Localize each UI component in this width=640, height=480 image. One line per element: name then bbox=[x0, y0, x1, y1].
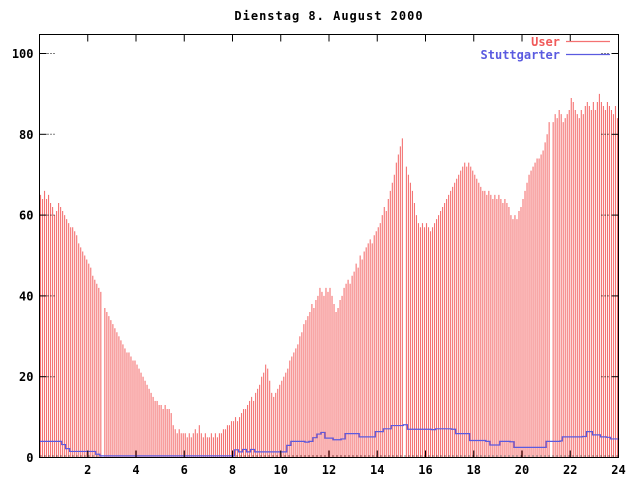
y-tick-label: 60 bbox=[19, 209, 33, 223]
x-tick-label: 24 bbox=[611, 463, 625, 477]
stuttgarter-step-line bbox=[39, 424, 620, 457]
x-tick-label: 20 bbox=[515, 463, 529, 477]
plot-border bbox=[39, 34, 619, 458]
chart-title: Dienstag 8. August 2000 bbox=[234, 9, 423, 23]
x-tick-label: 2 bbox=[84, 463, 91, 477]
x-tick-label: 8 bbox=[229, 463, 236, 477]
legend-label-user: User bbox=[531, 35, 560, 49]
x-axis-ticks: 2 4 6 8 10 12 14 16 18 20 22 24 bbox=[84, 34, 626, 477]
x-tick-label: 10 bbox=[274, 463, 288, 477]
legend-label-stuttgarter: Stuttgarter bbox=[481, 48, 560, 62]
x-tick-label: 6 bbox=[181, 463, 188, 477]
x-tick-label: 4 bbox=[132, 463, 139, 477]
x-tick-label: 16 bbox=[418, 463, 432, 477]
y-tick-label: 80 bbox=[19, 128, 33, 142]
x-tick-label: 14 bbox=[370, 463, 384, 477]
stuttgarter-line-series bbox=[39, 424, 620, 457]
y-tick-label: 100 bbox=[12, 47, 34, 61]
user-bars-series bbox=[39, 93, 619, 457]
y-tick-label: 20 bbox=[19, 370, 33, 384]
chart-legend: User Stuttgarter bbox=[481, 35, 610, 62]
x-tick-label: 18 bbox=[467, 463, 481, 477]
x-tick-label: 22 bbox=[563, 463, 577, 477]
x-tick-label: 12 bbox=[322, 463, 336, 477]
y-tick-label: 40 bbox=[19, 289, 33, 303]
y-tick-label: 0 bbox=[26, 451, 33, 465]
y-axis-ticks: 0 20 40 60 80 100 bbox=[12, 47, 619, 465]
